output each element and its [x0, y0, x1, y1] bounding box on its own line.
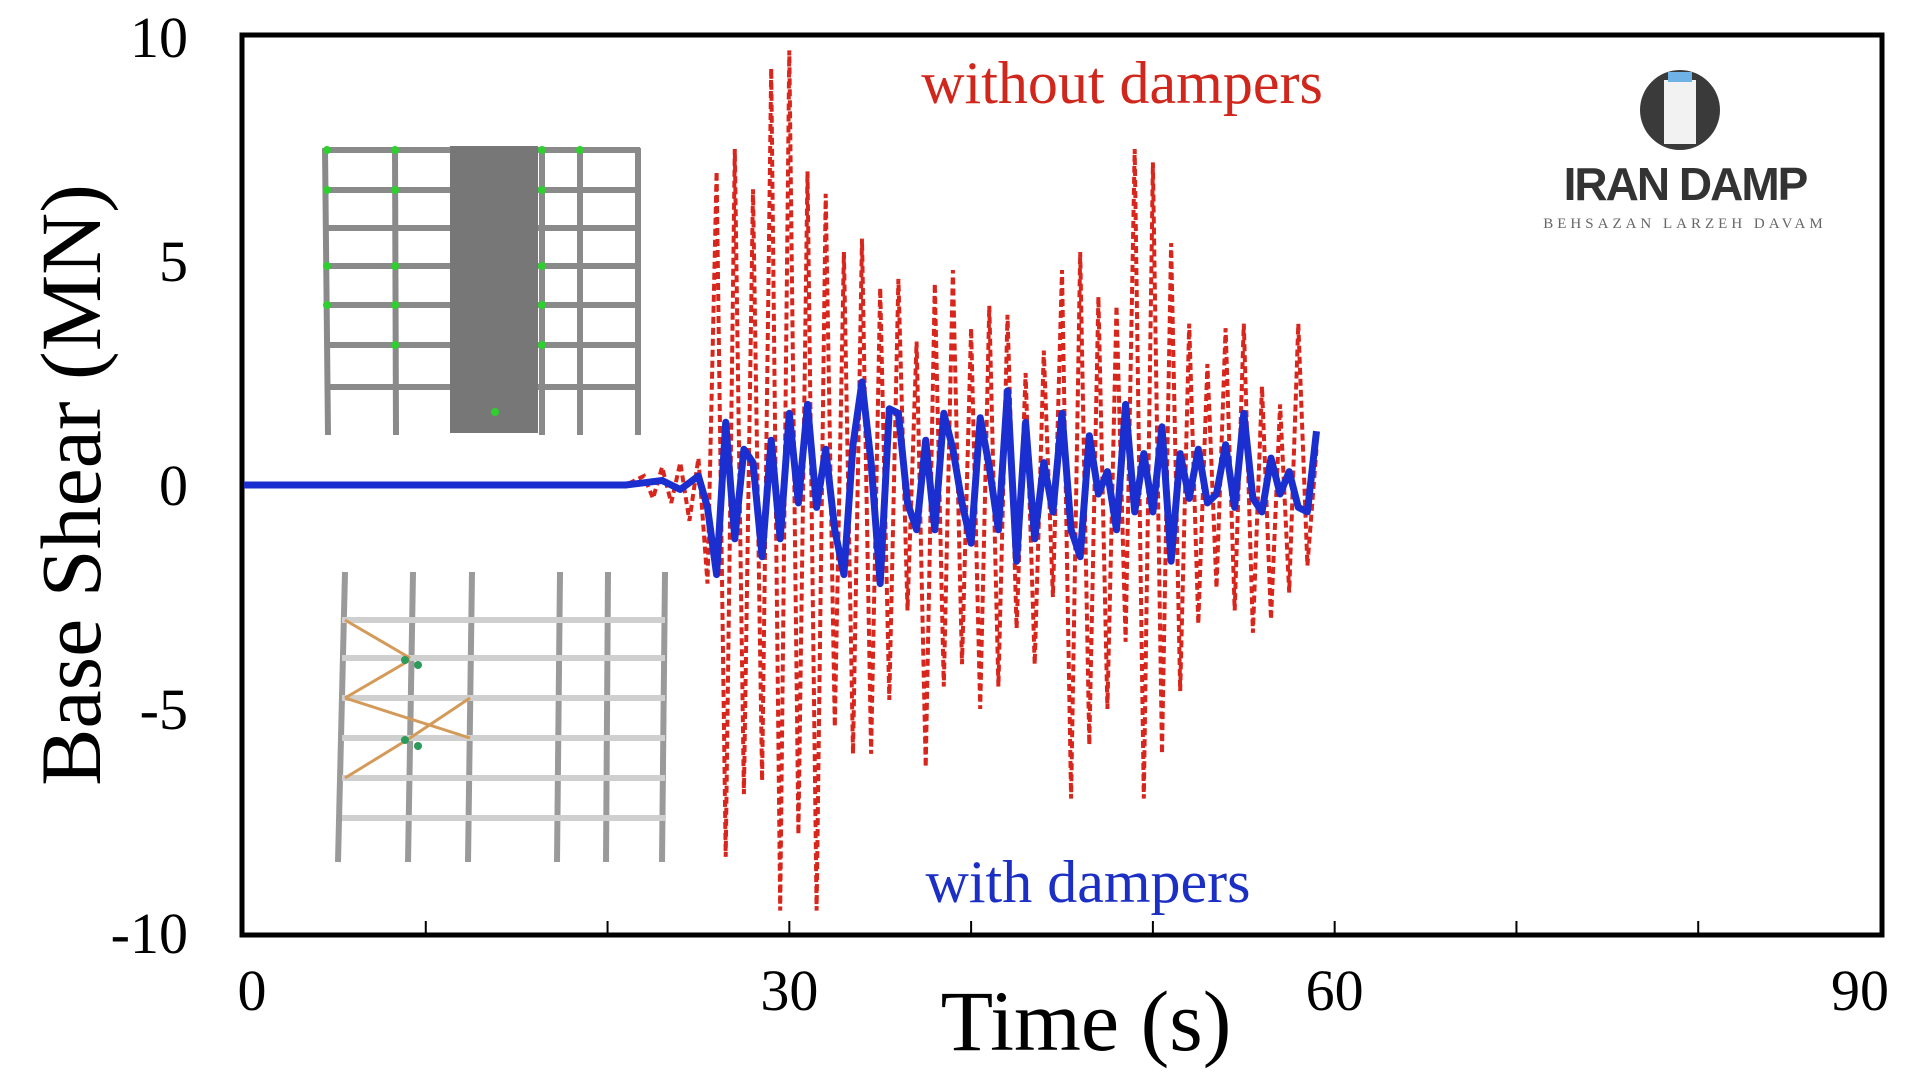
building-inset-top [322, 146, 641, 436]
y-axis-title: Base Shear (MN) [23, 184, 119, 786]
x-tick-label: 60 [1306, 958, 1364, 1023]
y-tick-label: 0 [159, 453, 188, 518]
annotation-with-dampers: with dampers [926, 849, 1251, 915]
logo-name: IRAN DAMP [1564, 158, 1808, 210]
x-tick-label: 30 [760, 958, 818, 1023]
series-with-dampers [244, 378, 1320, 588]
x-axis-title: Time (s) [941, 973, 1232, 1069]
x-axis: 0 30 60 90 [238, 921, 1889, 1023]
building-inset-bottom [335, 571, 668, 863]
iran-damp-logo: IRAN DAMP BEHSAZAN LARZEH DAVAM [1543, 70, 1826, 232]
x-tick-label: 90 [1831, 958, 1889, 1023]
y-tick-label: -10 [111, 901, 188, 966]
annotation-without-dampers: without dampers [921, 50, 1323, 116]
series-without-dampers [244, 50, 1319, 911]
logo-subtitle: BEHSAZAN LARZEH DAVAM [1543, 216, 1826, 232]
y-axis: 10 5 0 -5 -10 [111, 5, 188, 966]
y-tick-label: 5 [159, 229, 188, 294]
x-tick-label: 0 [238, 958, 267, 1023]
y-tick-label: 10 [130, 5, 188, 70]
y-tick-label: -5 [140, 677, 188, 742]
